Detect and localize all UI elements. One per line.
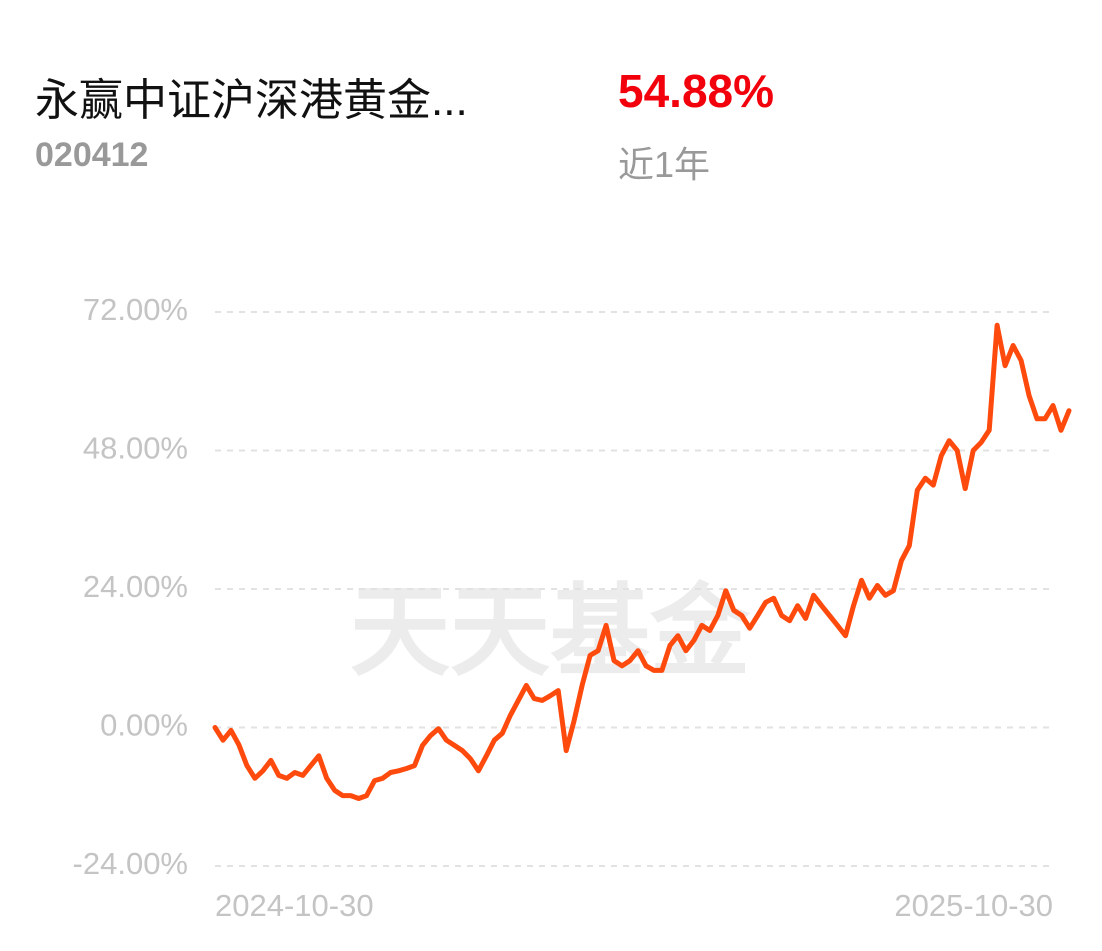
- y-tick-label: 48.00%: [83, 431, 188, 466]
- y-tick-label: -24.00%: [73, 846, 188, 881]
- y-tick-label: 0.00%: [100, 708, 188, 743]
- x-tick-label: 2025-10-30: [894, 888, 1053, 923]
- fund-name[interactable]: 永赢中证沪深港黄金...: [35, 76, 468, 125]
- watermark: 天天基金: [350, 572, 751, 690]
- y-tick-label: 24.00%: [83, 569, 188, 604]
- y-tick-label: 72.00%: [83, 292, 188, 327]
- period-label: 近1年: [618, 144, 711, 185]
- return-value: 54.88%: [618, 65, 775, 117]
- x-tick-label: 2024-10-30: [215, 888, 374, 923]
- data-line: [212, 322, 1072, 801]
- fund-code: 020412: [35, 136, 149, 174]
